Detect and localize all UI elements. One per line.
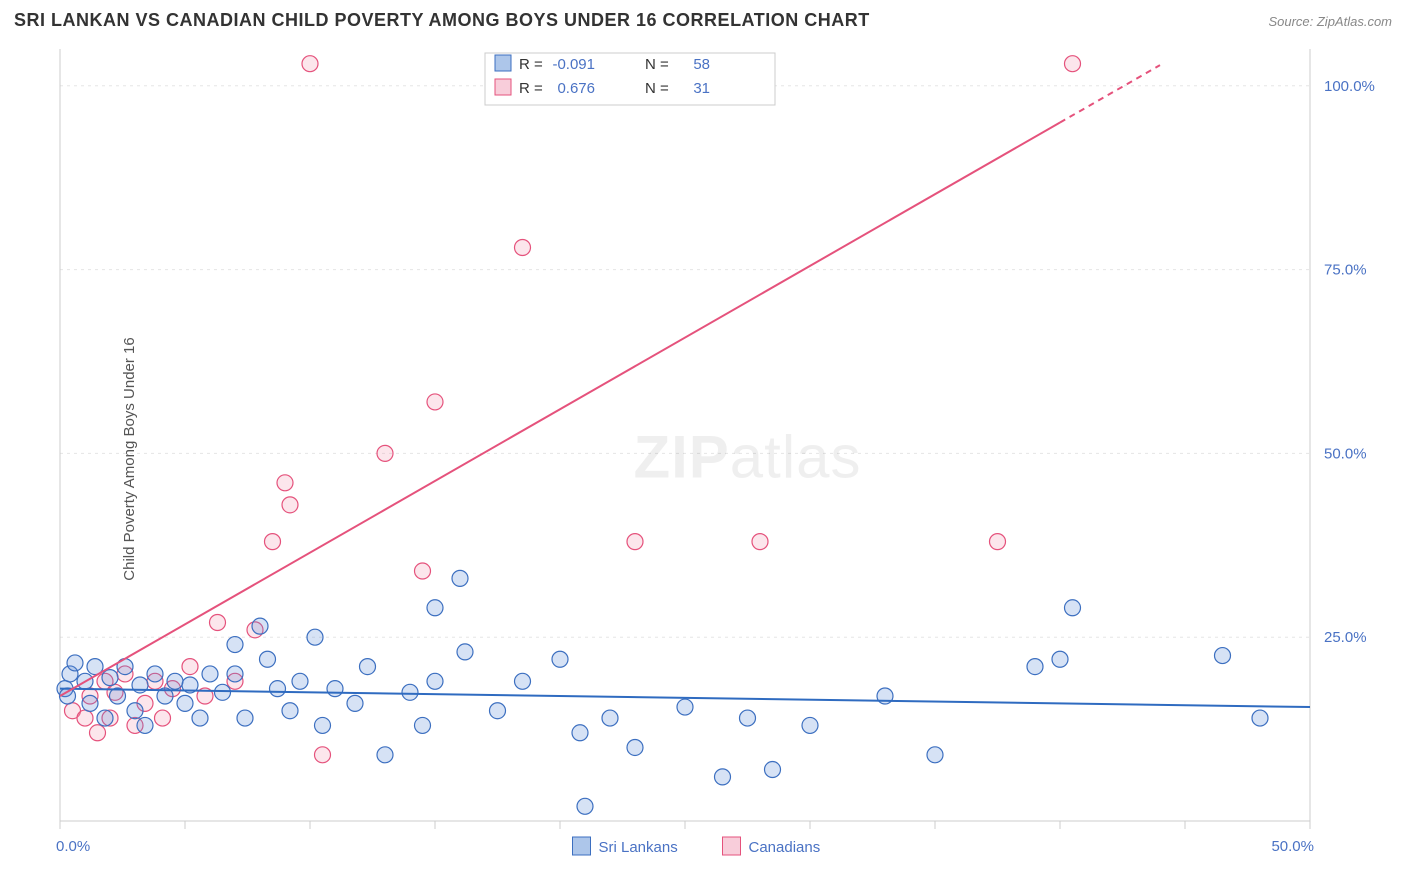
legend-stat: -0.091 — [552, 56, 595, 73]
y-tick-label: 50.0% — [1324, 445, 1367, 462]
legend-stat: N = — [645, 80, 669, 97]
legend-stat: 58 — [693, 56, 710, 73]
legend-label: Sri Lankans — [599, 839, 678, 856]
chart-title: SRI LANKAN VS CANADIAN CHILD POVERTY AMO… — [14, 10, 870, 31]
watermark: ZIPatlas — [633, 423, 861, 490]
source-attribution: Source: ZipAtlas.com — [1268, 14, 1392, 29]
legend-stat: 0.676 — [557, 80, 595, 97]
legend-stat: N = — [645, 56, 669, 73]
legend-stat: R = — [519, 80, 543, 97]
y-tick-label: 100.0% — [1324, 78, 1375, 95]
y-axis-label: Child Poverty Among Boys Under 16 — [121, 337, 138, 580]
y-tick-label: 75.0% — [1324, 262, 1367, 279]
x-tick-label: 50.0% — [1271, 838, 1314, 855]
legend-label: Canadians — [749, 839, 821, 856]
legend-stat: 31 — [693, 80, 710, 97]
y-tick-label: 25.0% — [1324, 629, 1367, 646]
correlation-chart: 25.0% 50.0% 75.0% 100.0% ZIPatlas 0.0% 50.0% R … — [14, 39, 1392, 879]
x-tick-label: 0.0% — [56, 838, 90, 855]
legend-stat: R = — [519, 56, 543, 73]
